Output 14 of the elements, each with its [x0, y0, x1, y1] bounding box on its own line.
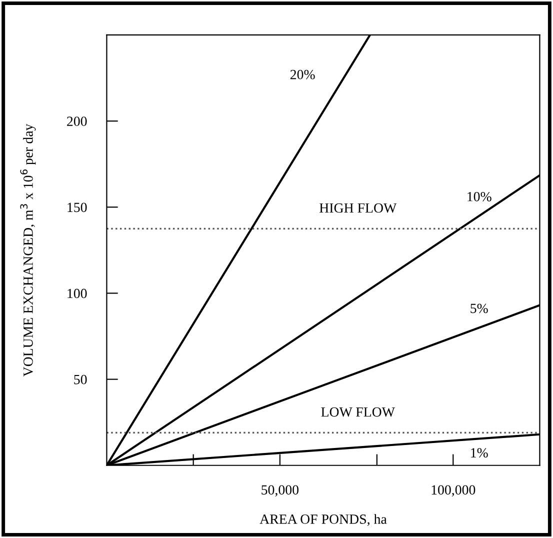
series-label: 1% — [471, 448, 488, 458]
y-tick-label: 100 — [68, 288, 87, 298]
y-tick-label: 150 — [68, 202, 87, 212]
y-tick-label: 50 — [74, 374, 87, 384]
ref-line-label: HIGH FLOW — [320, 203, 397, 213]
x-tick-label: 100,000 — [432, 485, 476, 497]
y-axis-title: VOLUME EXCHANGED, m$^{3}$ x 10$^{6}$ per day — [20, 124, 36, 377]
series-label: 20% — [290, 70, 315, 80]
series-label: 5% — [470, 304, 488, 314]
y-tick-label: 200 — [67, 116, 87, 126]
ref-line-label: LOW FLOW — [321, 407, 395, 417]
x-tick-label: 50,000 — [262, 485, 298, 497]
series-label: 10% — [468, 192, 492, 202]
x-axis-title: AREA OF PONDS, ha — [260, 514, 387, 526]
